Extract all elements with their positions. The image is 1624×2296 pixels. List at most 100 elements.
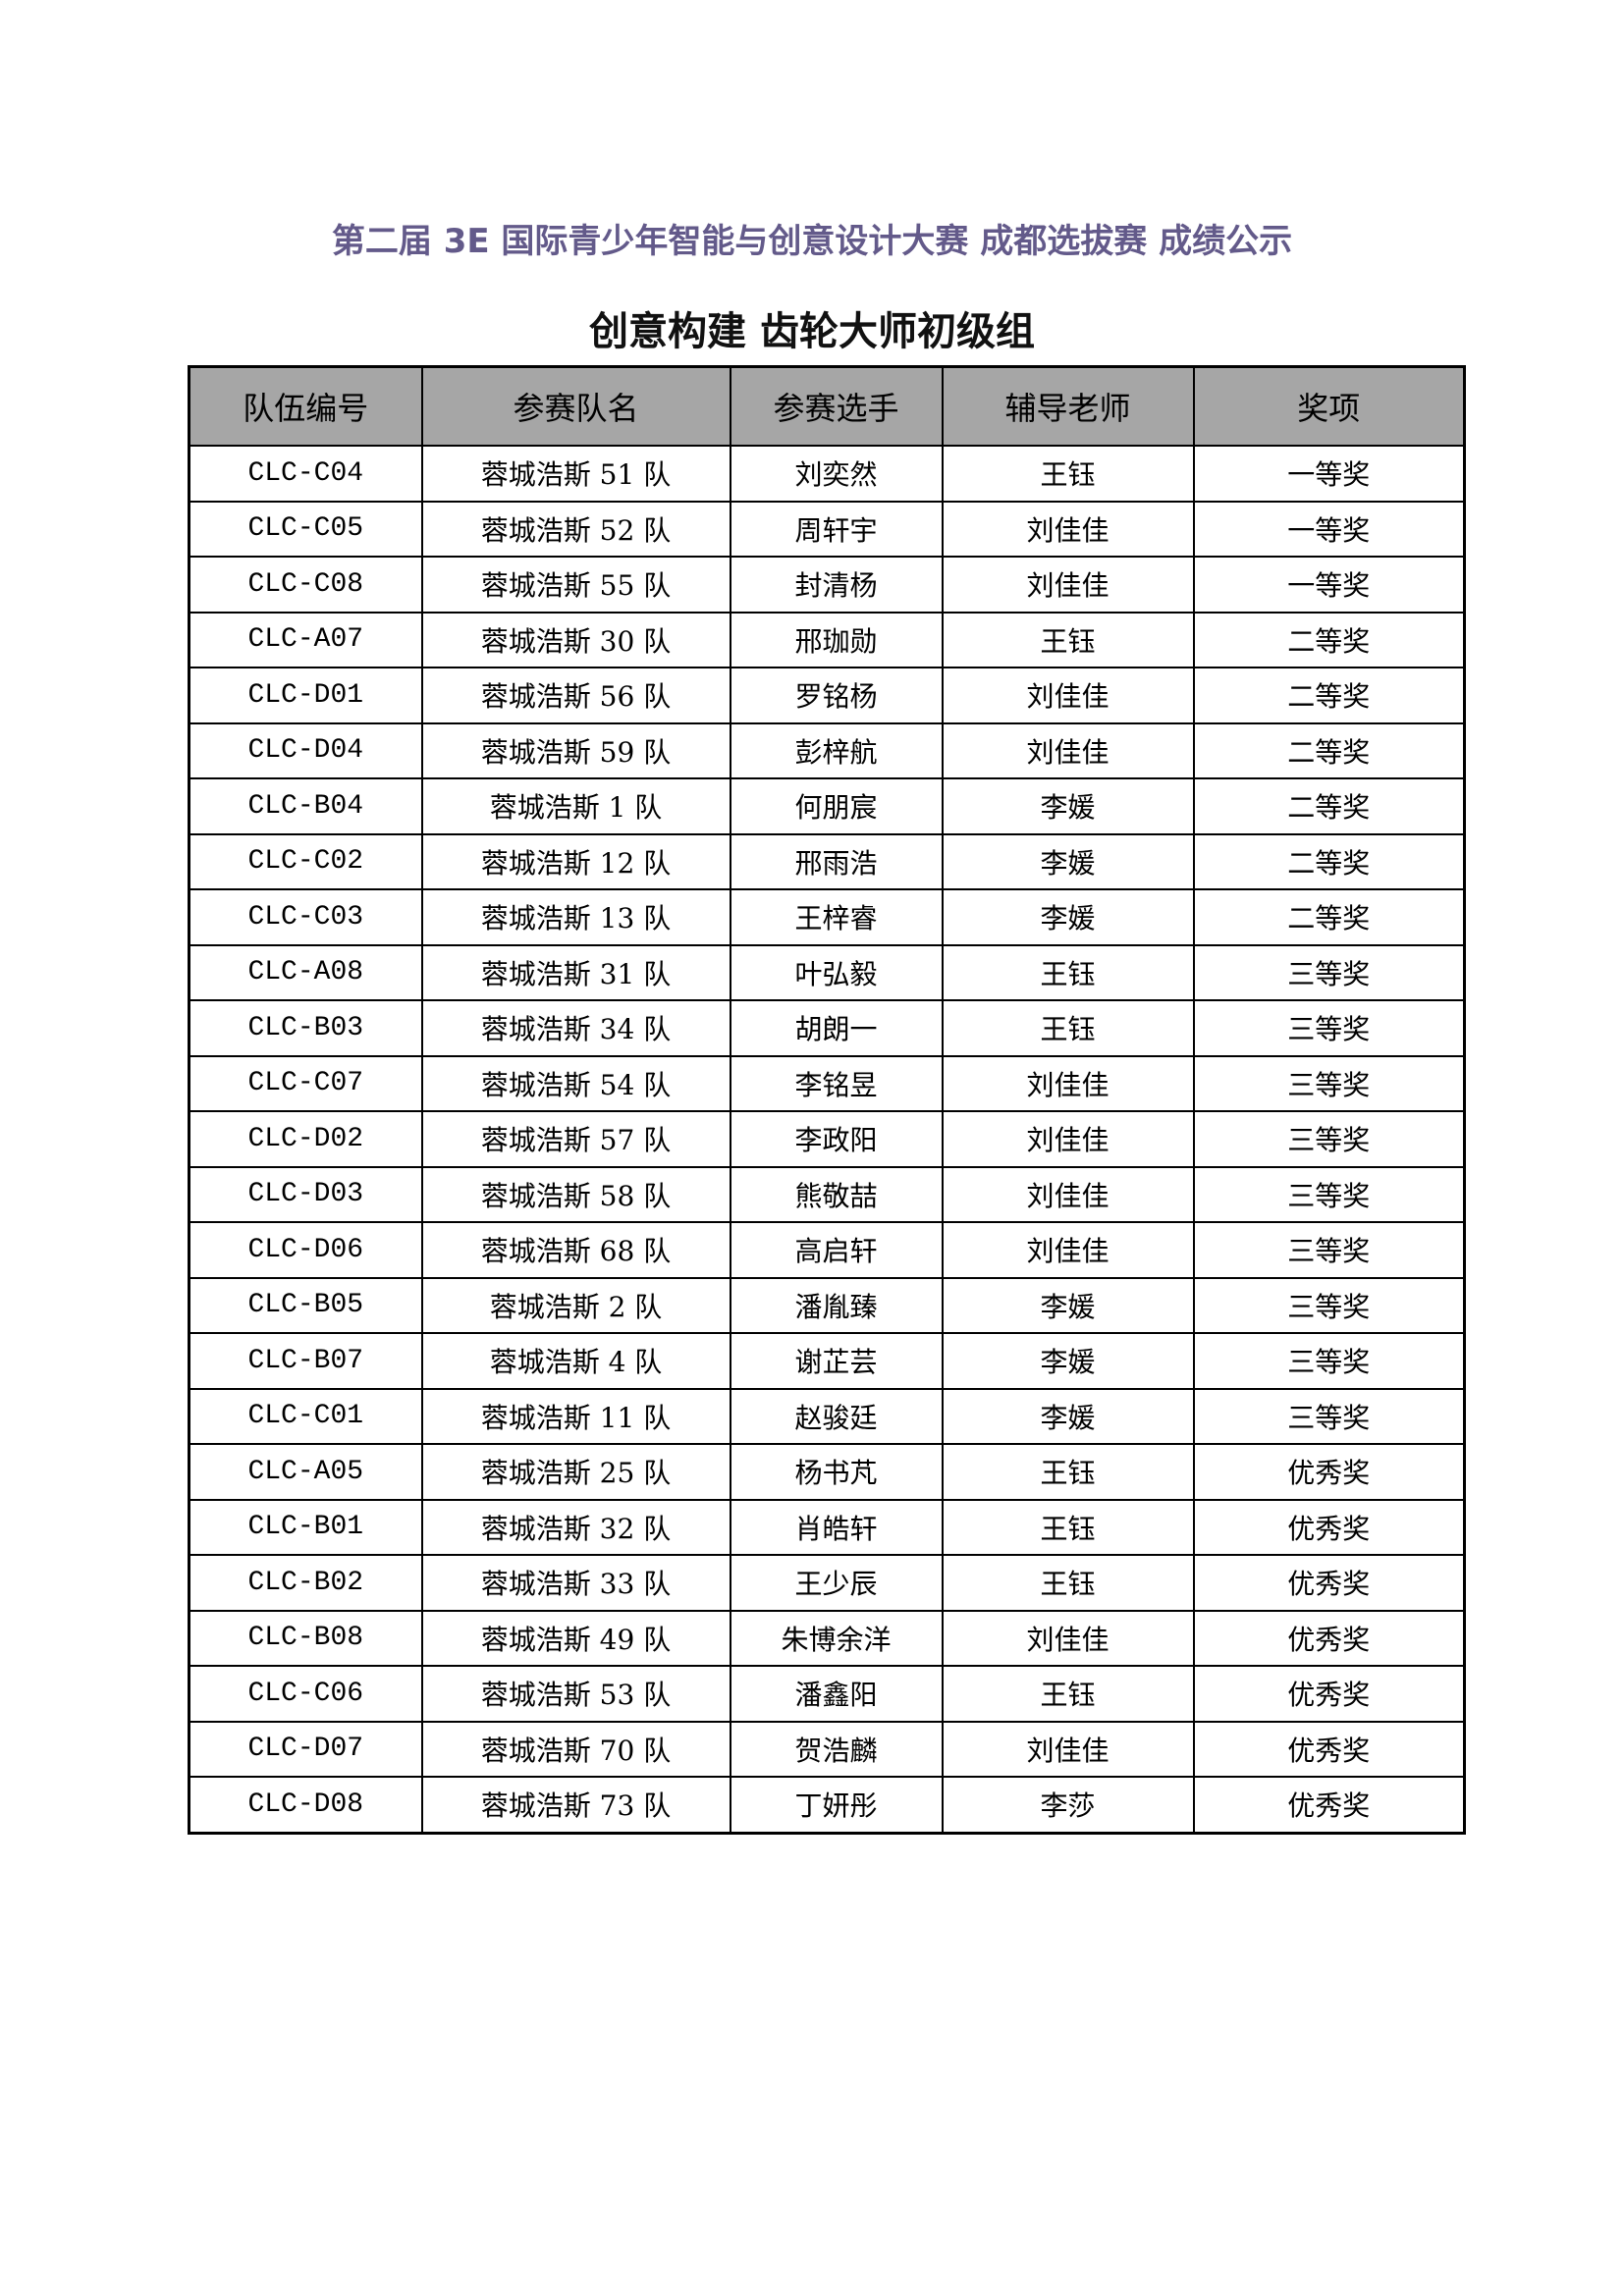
results-table: 队伍编号 参赛队名 参赛选手 辅导老师 奖项 CLC-C04 蓉城浩斯 51 队刘… xyxy=(188,365,1466,1835)
coach-cell: 刘佳佳 xyxy=(941,556,1195,614)
player-cell: 潘鑫阳 xyxy=(729,1665,944,1723)
team-name-cell: 蓉城浩斯 68 队 xyxy=(420,1221,731,1279)
player-cell: 邢珈勋 xyxy=(729,611,944,668)
table-row: CLC-A08 蓉城浩斯 31 队叶弘毅 王钰 三等奖 xyxy=(188,943,1466,1001)
team-name-cell: 蓉城浩斯 4 队 xyxy=(420,1332,731,1390)
coach-cell: 王钰 xyxy=(941,1665,1195,1723)
team-name-cell: 蓉城浩斯 1 队 xyxy=(420,777,731,835)
player-cell: 罗铭杨 xyxy=(729,667,944,724)
group-subtitle: 创意构建 齿轮大师初级组 xyxy=(589,309,1035,354)
team-id-cell: CLC-C02 xyxy=(188,832,423,890)
table-body: CLC-C04 蓉城浩斯 51 队刘奕然 王钰 一等奖 CLC-C05 蓉城浩斯 52 队… xyxy=(188,445,1466,1834)
table-row: CLC-D04 蓉城浩斯 59 队彭梓航 刘佳佳 二等奖 xyxy=(188,721,1466,779)
team-id-cell: CLC-A07 xyxy=(188,611,423,668)
team-id-cell: CLC-C08 xyxy=(188,556,423,614)
coach-cell: 李莎 xyxy=(941,1776,1195,1834)
team-name-cell: 蓉城浩斯 49 队 xyxy=(420,1609,731,1667)
coach-cell: 李媛 xyxy=(941,777,1195,835)
team-name-cell: 蓉城浩斯 51 队 xyxy=(420,445,731,503)
team-id-cell: CLC-A08 xyxy=(188,943,423,1001)
table-row: CLC-B02 蓉城浩斯 33 队王少辰 王钰 优秀奖 xyxy=(188,1554,1466,1612)
player-cell: 贺浩麟 xyxy=(729,1720,944,1778)
team-id-cell: CLC-D06 xyxy=(188,1221,423,1279)
table-row: CLC-D06 蓉城浩斯 68 队高启轩 刘佳佳 三等奖 xyxy=(188,1221,1466,1279)
team-name-cell: 蓉城浩斯 58 队 xyxy=(420,1165,731,1223)
award-cell: 优秀奖 xyxy=(1192,1720,1466,1778)
document-title: 第二届 3E 国际青少年智能与创意设计大赛 成都选拔赛 成绩公示 xyxy=(331,222,1293,261)
award-cell: 三等奖 xyxy=(1192,1165,1466,1223)
team-id-cell: CLC-B02 xyxy=(188,1554,423,1612)
player-cell: 胡朗一 xyxy=(729,999,944,1057)
team-name-cell: 蓉城浩斯 13 队 xyxy=(420,888,731,946)
team-id-cell: CLC-D04 xyxy=(188,721,423,779)
team-id-cell: CLC-B01 xyxy=(188,1498,423,1556)
award-cell: 二等奖 xyxy=(1192,777,1466,835)
header-team-name: 参赛队名 xyxy=(420,365,731,447)
award-cell: 优秀奖 xyxy=(1192,1498,1466,1556)
award-cell: 三等奖 xyxy=(1192,1221,1466,1279)
table-row: CLC-B08 蓉城浩斯 49 队朱博余洋 刘佳佳 优秀奖 xyxy=(188,1609,1466,1667)
table-row: CLC-D01 蓉城浩斯 56 队罗铭杨 刘佳佳 二等奖 xyxy=(188,667,1466,724)
player-cell: 潘胤臻 xyxy=(729,1276,944,1334)
team-name-cell: 蓉城浩斯 53 队 xyxy=(420,1665,731,1723)
player-cell: 封清杨 xyxy=(729,556,944,614)
team-name-cell: 蓉城浩斯 33 队 xyxy=(420,1554,731,1612)
coach-cell: 刘佳佳 xyxy=(941,1609,1195,1667)
team-name-cell: 蓉城浩斯 57 队 xyxy=(420,1110,731,1168)
player-cell: 朱博余洋 xyxy=(729,1609,944,1667)
player-cell: 彭梓航 xyxy=(729,721,944,779)
team-id-cell: CLC-B04 xyxy=(188,777,423,835)
award-cell: 一等奖 xyxy=(1192,445,1466,503)
player-cell: 杨书芃 xyxy=(729,1443,944,1501)
award-cell: 三等奖 xyxy=(1192,1276,1466,1334)
team-name-cell: 蓉城浩斯 54 队 xyxy=(420,1054,731,1112)
team-id-cell: CLC-D07 xyxy=(188,1720,423,1778)
coach-cell: 刘佳佳 xyxy=(941,667,1195,724)
coach-cell: 王钰 xyxy=(941,611,1195,668)
award-cell: 二等奖 xyxy=(1192,832,1466,890)
table-row: CLC-B04 蓉城浩斯 1 队何朋宸 李媛 二等奖 xyxy=(188,777,1466,835)
header-team-id: 队伍编号 xyxy=(188,365,423,447)
coach-cell: 李媛 xyxy=(941,1387,1195,1445)
player-cell: 王少辰 xyxy=(729,1554,944,1612)
player-cell: 何朋宸 xyxy=(729,777,944,835)
team-id-cell: CLC-C07 xyxy=(188,1054,423,1112)
award-cell: 一等奖 xyxy=(1192,500,1466,558)
award-cell: 优秀奖 xyxy=(1192,1443,1466,1501)
player-cell: 邢雨浩 xyxy=(729,832,944,890)
coach-cell: 王钰 xyxy=(941,1443,1195,1501)
award-cell: 二等奖 xyxy=(1192,611,1466,668)
team-name-cell: 蓉城浩斯 34 队 xyxy=(420,999,731,1057)
team-name-cell: 蓉城浩斯 52 队 xyxy=(420,500,731,558)
player-cell: 肖皓轩 xyxy=(729,1498,944,1556)
coach-cell: 王钰 xyxy=(941,1498,1195,1556)
team-id-cell: CLC-C05 xyxy=(188,500,423,558)
coach-cell: 刘佳佳 xyxy=(941,1110,1195,1168)
team-id-cell: CLC-B07 xyxy=(188,1332,423,1390)
coach-cell: 王钰 xyxy=(941,445,1195,503)
header-player: 参赛选手 xyxy=(729,365,944,447)
table-row: CLC-C05 蓉城浩斯 52 队周轩宇 刘佳佳 一等奖 xyxy=(188,500,1466,558)
coach-cell: 王钰 xyxy=(941,1554,1195,1612)
player-cell: 赵骏廷 xyxy=(729,1387,944,1445)
award-cell: 三等奖 xyxy=(1192,1332,1466,1390)
team-id-cell: CLC-D03 xyxy=(188,1165,423,1223)
table-row: CLC-C04 蓉城浩斯 51 队刘奕然 王钰 一等奖 xyxy=(188,445,1466,503)
player-cell: 王梓睿 xyxy=(729,888,944,946)
table-row: CLC-B07 蓉城浩斯 4 队谢芷芸 李媛 三等奖 xyxy=(188,1332,1466,1390)
table-row: CLC-B03 蓉城浩斯 34 队胡朗一 王钰 三等奖 xyxy=(188,999,1466,1057)
table-row: CLC-D07 蓉城浩斯 70 队贺浩麟 刘佳佳 优秀奖 xyxy=(188,1720,1466,1778)
player-cell: 李政阳 xyxy=(729,1110,944,1168)
team-name-cell: 蓉城浩斯 56 队 xyxy=(420,667,731,724)
table-header-row: 队伍编号 参赛队名 参赛选手 辅导老师 奖项 xyxy=(188,365,1466,447)
player-cell: 周轩宇 xyxy=(729,500,944,558)
team-id-cell: CLC-D02 xyxy=(188,1110,423,1168)
award-cell: 优秀奖 xyxy=(1192,1609,1466,1667)
coach-cell: 王钰 xyxy=(941,943,1195,1001)
header-coach: 辅导老师 xyxy=(941,365,1195,447)
team-name-cell: 蓉城浩斯 25 队 xyxy=(420,1443,731,1501)
award-cell: 二等奖 xyxy=(1192,888,1466,946)
team-id-cell: CLC-C01 xyxy=(188,1387,423,1445)
team-id-cell: CLC-C03 xyxy=(188,888,423,946)
table-row: CLC-A05 蓉城浩斯 25 队杨书芃 王钰 优秀奖 xyxy=(188,1443,1466,1501)
